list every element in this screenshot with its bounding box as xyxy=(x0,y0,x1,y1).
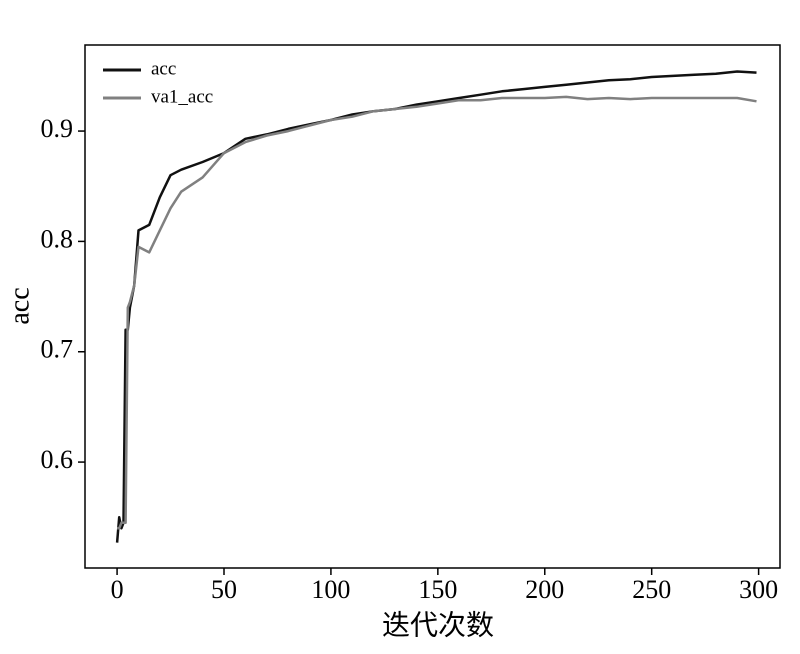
legend-label: acc xyxy=(151,58,176,79)
x-tick-label: 300 xyxy=(739,575,778,604)
line xyxy=(115,70,757,543)
y-tick-label: 0.9 xyxy=(41,114,74,143)
y-tick-label: 0.6 xyxy=(41,445,74,474)
x-tick-label: 50 xyxy=(211,575,237,604)
plot-frame xyxy=(84,44,781,569)
y-tick-label: 0.8 xyxy=(41,224,74,253)
line xyxy=(117,95,757,530)
x-tick-label: 150 xyxy=(418,575,457,604)
y-tick-label: 0.7 xyxy=(41,335,74,364)
x-tick-label: 100 xyxy=(311,575,350,604)
y-axis-label: acc xyxy=(4,287,35,324)
x-tick-label: 250 xyxy=(632,575,671,604)
x-axis-label: 迭代次数 xyxy=(382,609,494,641)
legend-label: va1_acc xyxy=(151,86,213,107)
x-tick-label: 0 xyxy=(111,575,124,604)
x-tick-label: 200 xyxy=(525,575,564,604)
